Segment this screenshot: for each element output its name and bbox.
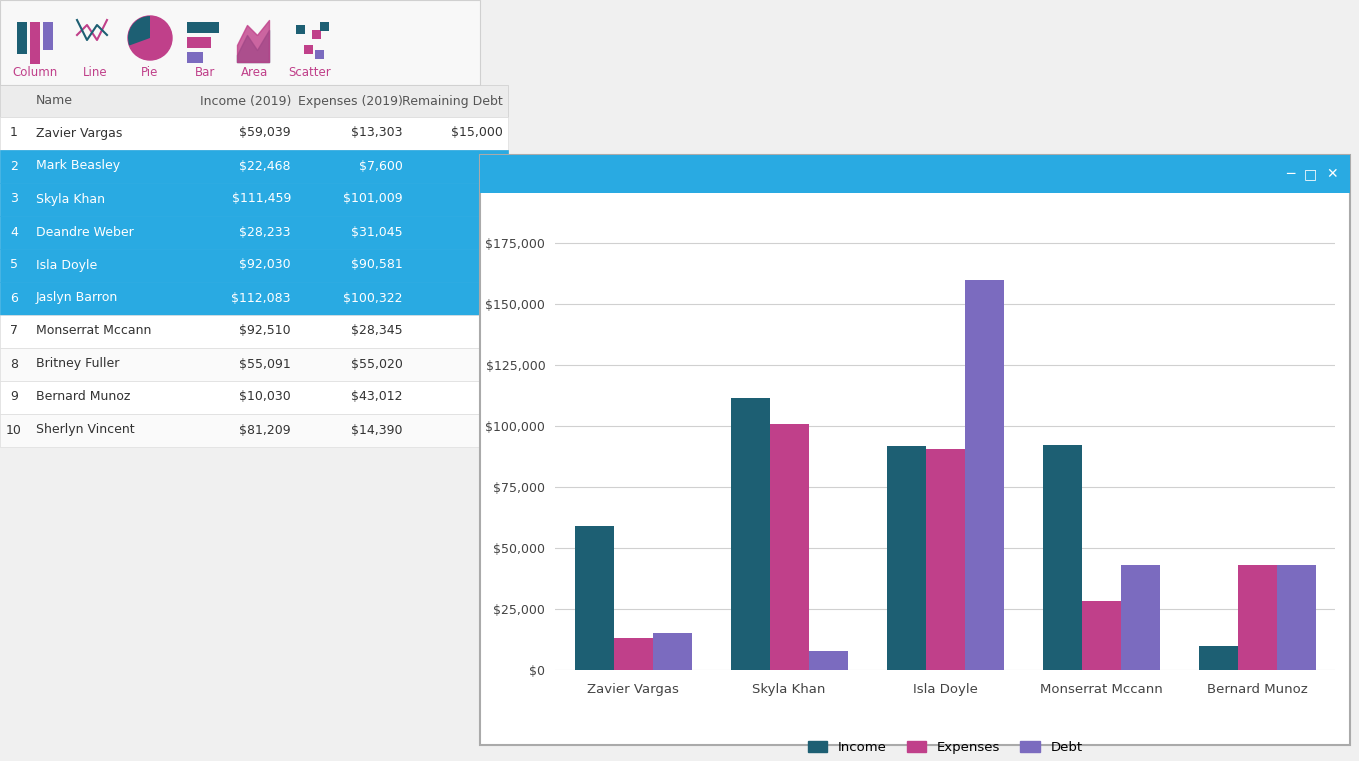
Bar (1238, 565, 1276, 670)
Bar (0, 414, 508, 447)
Bar (0, 85, 508, 117)
Legend: Income, Expenses, Debt: Income, Expenses, Debt (802, 735, 1087, 759)
Bar (1082, 601, 1121, 670)
Bar (188, 52, 202, 63)
Text: Income (2019): Income (2019) (200, 94, 291, 107)
Bar (886, 446, 925, 670)
Bar (731, 398, 769, 670)
Text: □: □ (1303, 167, 1317, 181)
Bar (1042, 444, 1082, 670)
Text: Bernard Munoz: Bernard Munoz (35, 390, 130, 403)
Text: $13,303: $13,303 (352, 126, 404, 139)
Text: 5: 5 (10, 259, 18, 272)
Text: Skyla Khan: Skyla Khan (35, 193, 105, 205)
Text: Expenses (2019): Expenses (2019) (298, 94, 404, 107)
Text: $59,039: $59,039 (239, 126, 291, 139)
Text: $22,468: $22,468 (239, 160, 291, 173)
Text: Deandre Weber: Deandre Weber (35, 225, 133, 238)
Bar (925, 449, 965, 670)
Bar (575, 526, 613, 670)
Bar (0, 249, 508, 282)
Bar (0, 381, 508, 414)
Text: $28,233: $28,233 (239, 225, 291, 238)
Bar (0, 282, 508, 315)
Circle shape (128, 16, 173, 60)
Text: $55,020: $55,020 (351, 358, 404, 371)
Text: Column: Column (12, 65, 57, 78)
Bar (0, 117, 508, 150)
Text: Jaslyn Barron: Jaslyn Barron (35, 291, 118, 304)
Text: $81,209: $81,209 (239, 424, 291, 437)
Bar (313, 30, 321, 39)
Text: Monserrat Mccann: Monserrat Mccann (35, 324, 151, 337)
Wedge shape (128, 16, 149, 46)
Bar (43, 22, 53, 50)
Text: $55,091: $55,091 (239, 358, 291, 371)
Bar (319, 22, 329, 31)
Text: $92,030: $92,030 (239, 259, 291, 272)
Text: 7: 7 (10, 324, 18, 337)
Bar (480, 155, 1349, 745)
Text: Area: Area (242, 65, 269, 78)
Text: Zavier Vargas: Zavier Vargas (35, 126, 122, 139)
Bar (315, 50, 323, 59)
Bar (480, 155, 1349, 193)
Text: Mark Beasley: Mark Beasley (35, 160, 120, 173)
Bar (1276, 565, 1316, 670)
Text: 9: 9 (10, 390, 18, 403)
Text: 3: 3 (10, 193, 18, 205)
Text: $101,009: $101,009 (344, 193, 404, 205)
Text: 8: 8 (10, 358, 18, 371)
Text: $100,322: $100,322 (344, 291, 404, 304)
Bar (0, 315, 508, 348)
Text: $111,459: $111,459 (231, 193, 291, 205)
Text: Bar: Bar (194, 65, 215, 78)
Bar (652, 633, 692, 670)
Text: $31,045: $31,045 (352, 225, 404, 238)
Text: $0: $0 (487, 160, 503, 173)
Bar (304, 45, 313, 54)
Text: $92,510: $92,510 (239, 324, 291, 337)
Text: Name: Name (35, 94, 73, 107)
Text: Pie: Pie (141, 65, 159, 78)
Text: Britney Fuller: Britney Fuller (35, 358, 120, 371)
Bar (0, 150, 508, 183)
Text: Line: Line (83, 65, 107, 78)
Bar (809, 651, 848, 670)
Bar (1121, 565, 1159, 670)
Text: ✕: ✕ (1326, 167, 1337, 181)
Text: 2: 2 (10, 160, 18, 173)
Text: Scatter: Scatter (288, 65, 332, 78)
Bar (0, 0, 480, 85)
Bar (296, 25, 304, 34)
Bar (188, 22, 219, 33)
Bar (0, 183, 508, 216)
Text: $90,581: $90,581 (351, 259, 404, 272)
Bar (18, 22, 27, 54)
Text: Remaining Debt: Remaining Debt (402, 94, 503, 107)
Bar (965, 280, 1003, 670)
Bar (769, 424, 809, 670)
Bar (0, 216, 508, 249)
Text: $7,600: $7,600 (359, 160, 404, 173)
Text: $43,012: $43,012 (352, 390, 404, 403)
Text: 6: 6 (10, 291, 18, 304)
Bar (613, 638, 652, 670)
Text: 1: 1 (10, 126, 18, 139)
Text: $112,083: $112,083 (231, 291, 291, 304)
Bar (0, 348, 508, 381)
Text: 10: 10 (5, 424, 22, 437)
Text: 4: 4 (10, 225, 18, 238)
Text: $15,000: $15,000 (451, 126, 503, 139)
Bar (30, 22, 39, 64)
Text: $14,390: $14,390 (352, 424, 404, 437)
Text: Sherlyn Vincent: Sherlyn Vincent (35, 424, 135, 437)
Text: Isla Doyle: Isla Doyle (35, 259, 98, 272)
Text: ─: ─ (1286, 167, 1294, 181)
Text: $28,345: $28,345 (352, 324, 404, 337)
Bar (1199, 645, 1238, 670)
Bar (188, 37, 211, 48)
Text: $10,030: $10,030 (239, 390, 291, 403)
